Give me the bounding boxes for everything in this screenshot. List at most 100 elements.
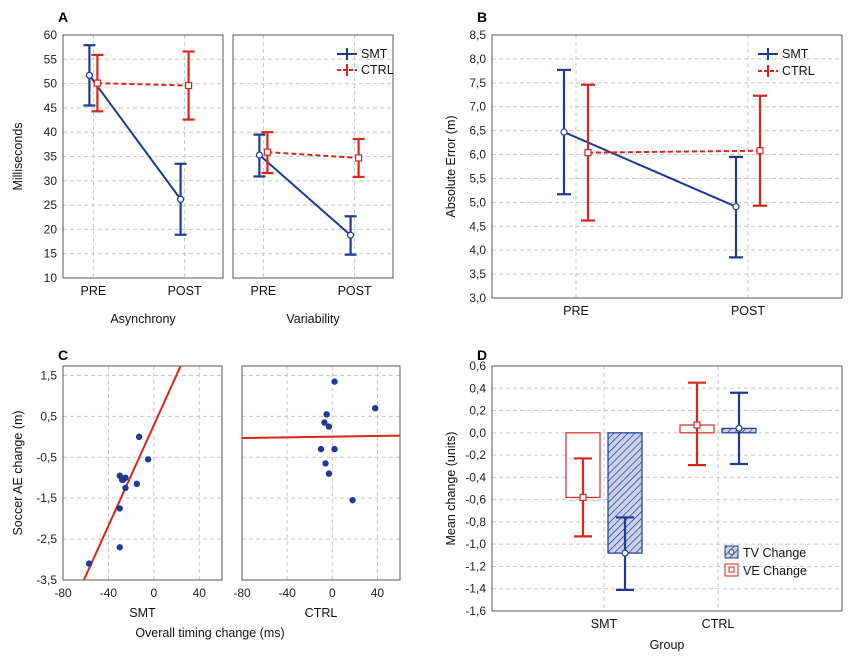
y-tick-a: 60 [44,28,58,42]
fit-line-c-ctrl [242,434,400,440]
data-point-b [560,128,568,136]
plot-frame-c [62,365,223,581]
x-tick-c: -40 [278,586,296,600]
series-line-b-smt [563,131,737,208]
fit-line-c-smt [82,366,182,580]
scatter-point-c [122,484,129,492]
plot-frame-a [62,34,224,279]
data-point-d [579,493,587,502]
y-tick-b: 4,5 [469,219,486,233]
x-tick-b: POST [731,304,765,318]
series-line-a-smt [258,154,352,236]
series-line-b-ctrl [587,149,761,154]
plot-frame-d [491,365,843,612]
y-tick-d: 0,4 [469,381,486,395]
y-tick-b: 5,5 [469,171,486,185]
y-tick-a: 15 [44,247,58,261]
y-tick-b: 8,0 [469,52,486,66]
scatter-point-c [323,411,330,418]
scatter-point-c [322,460,329,467]
x-axis-label-c: Overall timing change (ms) [135,626,284,640]
y-tick-d: 0,2 [469,404,486,418]
y-tick-c: -1,5 [36,491,57,505]
y-tick-b: 8,5 [469,28,486,42]
panel-label-b: B [477,9,487,25]
x-tick-c: -80 [54,586,72,600]
scatter-point-c [119,476,127,483]
data-point-b [732,203,740,211]
x-tick-b: PRE [563,304,589,318]
y-tick-b: 7,5 [469,76,486,90]
y-tick-d: -1,0 [465,537,486,551]
data-point-a [255,151,263,159]
panel-label-a: A [58,9,68,25]
subplot-label-c: CTRL [305,606,338,620]
data-point-b [584,149,592,157]
x-tick-d: SMT [591,617,618,631]
scatter-point-c [133,480,141,488]
data-point-d [621,549,629,557]
x-tick-c: 40 [193,586,207,600]
y-tick-d: -1,6 [465,604,486,618]
scatter-point-c [325,470,333,477]
x-axis-label-d: Group [650,638,685,652]
data-point-a [355,154,363,162]
x-tick-a: POST [338,284,372,298]
y-tick-b: 3,0 [469,291,486,305]
x-tick-a: PRE [81,284,107,298]
y-tick-a: 55 [44,52,58,66]
y-tick-d: -1,2 [465,559,486,573]
x-tick-a: POST [168,284,202,298]
y-axis-label-a: Milliseconds [11,122,25,190]
series-line-a-ctrl [267,151,359,159]
y-tick-a: 20 [44,222,58,236]
y-tick-d: -0,2 [465,448,486,462]
y-tick-a: 50 [44,77,58,91]
plot-frame-c [241,365,401,581]
legend-marker-ve [728,566,735,573]
legend-label-a: SMT [361,47,388,61]
y-tick-c: 1,5 [40,368,57,382]
scatter-point-c [116,544,123,551]
data-point-d [693,421,701,429]
legend-marker-tv [728,549,735,555]
plot-frame-b [491,34,843,299]
y-tick-a: 40 [44,125,58,139]
x-tick-c: -80 [233,586,251,600]
series-line-a-smt [88,74,182,200]
y-tick-a: 35 [44,150,58,164]
y-tick-b: 6,5 [469,124,486,138]
x-axis-label-a: Variability [286,312,340,326]
scatter-point-c [144,456,152,463]
data-point-a [93,79,102,87]
legend-label-d: VE Change [743,564,807,578]
y-tick-d: -0,8 [465,515,486,529]
scatter-point-c [331,378,338,385]
scatter-point-c [135,433,143,441]
y-tick-b: 4,0 [469,243,486,257]
x-tick-c: 0 [151,586,158,600]
panel-label-c: C [58,347,68,363]
plot-frame-a [232,34,394,279]
scatter-point-c [349,497,356,504]
y-tick-b: 5,0 [469,195,486,209]
panel-label-d: D [477,347,487,363]
y-axis-label-c: Soccer AE change (m) [11,410,25,535]
y-tick-b: 6,0 [469,148,486,162]
y-tick-b: 3,5 [469,267,486,281]
y-axis-label-d: Mean change (units) [444,432,458,546]
y-axis-label-b: Absolute Error (m) [444,115,458,217]
y-tick-c: -3,5 [36,573,57,587]
data-point-a [85,71,94,79]
x-tick-a: PRE [251,284,277,298]
series-line-a-ctrl [97,82,189,87]
data-point-a [347,231,355,239]
scatter-point-c [331,445,338,453]
y-tick-d: -0,4 [465,470,486,484]
y-tick-b: 7,0 [469,100,486,114]
x-tick-c: 0 [329,586,336,600]
scatter-point-c [321,419,328,426]
scatter-point-c [317,445,325,453]
data-point-a [185,81,193,90]
